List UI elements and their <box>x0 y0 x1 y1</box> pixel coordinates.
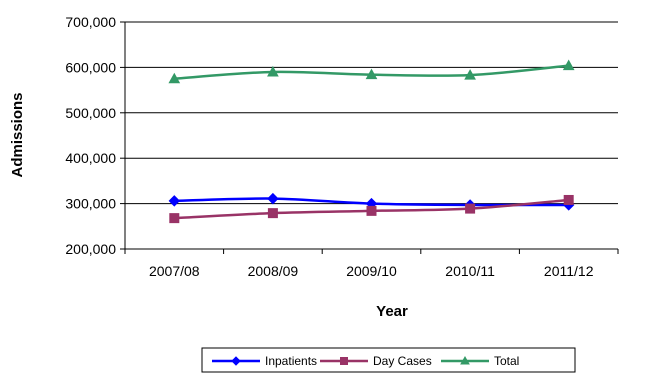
x-tick-label: 2008/09 <box>248 263 299 279</box>
data-point-inpatients <box>168 195 181 207</box>
x-tick-label: 2011/12 <box>544 263 594 279</box>
x-tick-labels: 2007/08 2008/09 2009/10 2010/11 2011/12 <box>124 249 619 279</box>
data-point-day-cases <box>465 203 476 214</box>
legend-label-day-cases: Day Cases <box>373 354 432 368</box>
data-point-day-cases <box>169 213 180 224</box>
y-axis-title: Admissions <box>9 92 26 177</box>
legend-item-day-cases: Day Cases <box>320 354 432 368</box>
y-tick-label: 500,000 <box>65 105 116 121</box>
y-tick-label: 600,000 <box>65 59 116 75</box>
legend-items: Inpatients Day Cases Total <box>212 354 519 368</box>
data-point-total <box>168 72 181 84</box>
legend-item-inpatients: Inpatients <box>212 354 317 368</box>
x-tick-label: 2007/08 <box>149 263 200 279</box>
data-point-total <box>464 69 476 80</box>
y-tick-labels: 200,000 300,000 400,000 500,000 600,000 700,0… <box>65 14 116 257</box>
series-lines <box>168 59 575 224</box>
data-point-inpatients <box>267 192 279 205</box>
legend-label-inpatients: Inpatients <box>265 354 317 368</box>
data-point-day-cases <box>366 205 377 216</box>
legend-marker-total <box>460 355 470 365</box>
legend-item-total: Total <box>441 354 519 368</box>
x-axis-title: Year <box>376 303 408 320</box>
legend-box <box>201 347 576 373</box>
data-point-day-cases <box>563 194 574 205</box>
data-point-total <box>365 68 378 80</box>
legend: Inpatients Day Cases Total <box>201 347 576 373</box>
legend-marker-inpatients <box>231 356 241 366</box>
legend-marker-day-cases <box>340 357 348 365</box>
series-day-cases <box>169 194 574 224</box>
axes <box>124 22 618 250</box>
series-total <box>168 59 575 84</box>
data-point-total <box>562 59 575 71</box>
x-tick-label: 2010/11 <box>445 263 495 279</box>
data-point-day-cases <box>267 208 278 219</box>
x-tick-label: 2009/10 <box>346 263 397 279</box>
y-tick-label: 400,000 <box>65 150 116 166</box>
y-tick-label: 300,000 <box>65 196 116 212</box>
y-tick-label: 200,000 <box>65 241 116 257</box>
data-point-total <box>267 65 279 77</box>
y-tick-label: 700,000 <box>65 14 116 30</box>
legend-label-total: Total <box>494 354 519 368</box>
